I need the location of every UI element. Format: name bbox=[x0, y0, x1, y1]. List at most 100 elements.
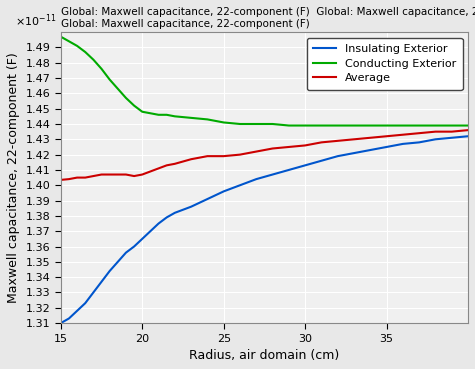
Insulating Exterior bbox=[270, 172, 275, 177]
Average bbox=[115, 172, 121, 177]
Insulating Exterior bbox=[74, 308, 80, 313]
Insulating Exterior bbox=[237, 183, 243, 187]
Insulating Exterior bbox=[416, 140, 422, 145]
Y-axis label: Maxwell capacitance, 22-component (F): Maxwell capacitance, 22-component (F) bbox=[7, 52, 20, 303]
Average bbox=[148, 169, 153, 174]
Conducting Exterior bbox=[99, 67, 104, 71]
Insulating Exterior bbox=[286, 168, 292, 172]
X-axis label: Radius, air domain (cm): Radius, air domain (cm) bbox=[190, 349, 340, 362]
Insulating Exterior bbox=[221, 189, 227, 194]
Average bbox=[74, 175, 80, 180]
Insulating Exterior bbox=[148, 229, 153, 234]
Conducting Exterior bbox=[82, 50, 88, 54]
Conducting Exterior bbox=[164, 113, 170, 117]
Conducting Exterior bbox=[74, 44, 80, 48]
Average bbox=[188, 157, 194, 161]
Conducting Exterior bbox=[319, 123, 324, 128]
Conducting Exterior bbox=[205, 117, 210, 122]
Conducting Exterior bbox=[433, 123, 438, 128]
Insulating Exterior bbox=[107, 269, 113, 273]
Average bbox=[91, 174, 96, 178]
Average bbox=[99, 172, 104, 177]
Conducting Exterior bbox=[302, 123, 308, 128]
Average bbox=[66, 177, 72, 181]
Insulating Exterior bbox=[188, 204, 194, 209]
Conducting Exterior bbox=[416, 123, 422, 128]
Insulating Exterior bbox=[400, 142, 406, 146]
Conducting Exterior bbox=[58, 34, 64, 39]
Average bbox=[449, 130, 455, 134]
Insulating Exterior bbox=[91, 290, 96, 295]
Conducting Exterior bbox=[254, 122, 259, 126]
Average bbox=[270, 146, 275, 151]
Insulating Exterior bbox=[172, 211, 178, 215]
Legend: Insulating Exterior, Conducting Exterior, Average: Insulating Exterior, Conducting Exterior… bbox=[307, 38, 463, 90]
Insulating Exterior bbox=[139, 237, 145, 241]
Average bbox=[131, 174, 137, 178]
Insulating Exterior bbox=[131, 244, 137, 249]
Average bbox=[465, 128, 471, 132]
Insulating Exterior bbox=[254, 177, 259, 181]
Average bbox=[384, 134, 389, 138]
Insulating Exterior bbox=[351, 151, 357, 155]
Average bbox=[164, 163, 170, 168]
Conducting Exterior bbox=[465, 123, 471, 128]
Conducting Exterior bbox=[66, 39, 72, 44]
Conducting Exterior bbox=[384, 123, 389, 128]
Average bbox=[221, 154, 227, 158]
Insulating Exterior bbox=[433, 137, 438, 142]
Conducting Exterior bbox=[139, 110, 145, 114]
Average bbox=[205, 154, 210, 158]
Insulating Exterior bbox=[302, 163, 308, 168]
Insulating Exterior bbox=[449, 135, 455, 140]
Insulating Exterior bbox=[99, 280, 104, 284]
Average bbox=[351, 137, 357, 142]
Conducting Exterior bbox=[156, 113, 162, 117]
Insulating Exterior bbox=[205, 197, 210, 201]
Conducting Exterior bbox=[237, 122, 243, 126]
Average bbox=[433, 130, 438, 134]
Average bbox=[286, 145, 292, 149]
Average bbox=[107, 172, 113, 177]
Insulating Exterior bbox=[335, 154, 341, 158]
Conducting Exterior bbox=[221, 120, 227, 125]
Insulating Exterior bbox=[123, 251, 129, 255]
Average bbox=[82, 175, 88, 180]
Conducting Exterior bbox=[148, 111, 153, 115]
Average bbox=[156, 166, 162, 170]
Line: Conducting Exterior: Conducting Exterior bbox=[61, 37, 468, 125]
Insulating Exterior bbox=[180, 207, 186, 212]
Average bbox=[254, 149, 259, 154]
Insulating Exterior bbox=[465, 134, 471, 138]
Conducting Exterior bbox=[449, 123, 455, 128]
Insulating Exterior bbox=[58, 321, 64, 325]
Conducting Exterior bbox=[335, 123, 341, 128]
Average bbox=[58, 178, 64, 182]
Conducting Exterior bbox=[172, 114, 178, 118]
Insulating Exterior bbox=[115, 260, 121, 264]
Line: Insulating Exterior: Insulating Exterior bbox=[61, 136, 468, 323]
Insulating Exterior bbox=[164, 215, 170, 220]
Conducting Exterior bbox=[91, 58, 96, 62]
Average bbox=[368, 135, 373, 140]
Insulating Exterior bbox=[384, 145, 389, 149]
Conducting Exterior bbox=[131, 103, 137, 108]
Insulating Exterior bbox=[66, 316, 72, 321]
Conducting Exterior bbox=[115, 87, 121, 91]
Average bbox=[416, 131, 422, 135]
Conducting Exterior bbox=[351, 123, 357, 128]
Insulating Exterior bbox=[156, 221, 162, 226]
Average bbox=[400, 132, 406, 137]
Insulating Exterior bbox=[319, 159, 324, 163]
Insulating Exterior bbox=[368, 148, 373, 152]
Text: $\times10^{-11}$: $\times10^{-11}$ bbox=[15, 13, 57, 29]
Line: Average: Average bbox=[61, 130, 468, 180]
Conducting Exterior bbox=[286, 123, 292, 128]
Average bbox=[319, 140, 324, 145]
Average bbox=[172, 162, 178, 166]
Average bbox=[123, 172, 129, 177]
Average bbox=[335, 139, 341, 143]
Conducting Exterior bbox=[368, 123, 373, 128]
Conducting Exterior bbox=[270, 122, 275, 126]
Conducting Exterior bbox=[400, 123, 406, 128]
